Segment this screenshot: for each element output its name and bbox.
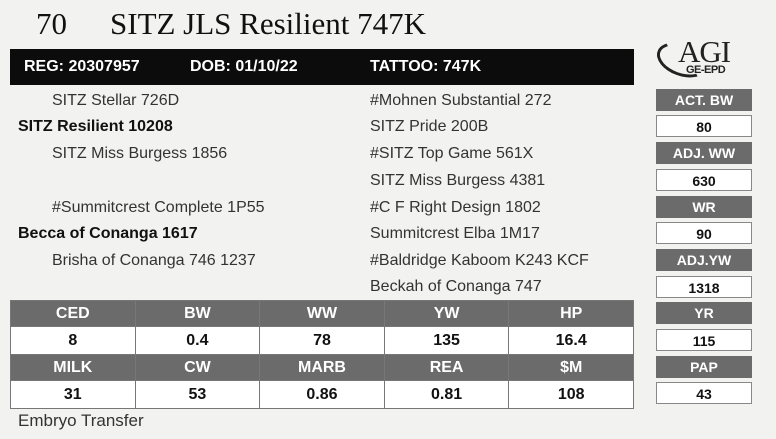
- epd-header-cell: MILK: [10, 354, 136, 381]
- side-label: ACT. BW: [656, 89, 752, 111]
- logo-subtext: GE-EPD: [686, 64, 726, 76]
- logo-text: AGI: [678, 34, 731, 69]
- epd-value-cell: 0.4: [134, 326, 261, 355]
- epd-header-cell: MARB: [259, 354, 385, 381]
- side-value: 43: [656, 382, 752, 404]
- pedigree-ancestor: #C F Right Design 1802: [370, 199, 541, 216]
- epd-value-cell: 135: [383, 326, 510, 355]
- side-value: 80: [656, 115, 752, 137]
- epd-value-cell: 31: [10, 380, 136, 409]
- pedigree-ancestor: Beckah of Conanga 747: [370, 278, 542, 295]
- pedigree-dam-dam: Brisha of Conanga 746 1237: [52, 252, 256, 269]
- animal-name: SITZ JLS Resilient 747K: [110, 6, 427, 41]
- epd-value-cell: 8: [10, 326, 136, 355]
- side-label: ADJ.YW: [656, 249, 752, 271]
- pedigree-ancestor: #SITZ Top Game 561X: [370, 145, 534, 162]
- agi-logo: AGI GE-EPD: [652, 34, 752, 84]
- epd-value-cell: 108: [508, 380, 634, 409]
- side-value: 90: [656, 222, 752, 244]
- epd-value-cell: 0.86: [259, 380, 385, 409]
- side-label: YR: [656, 302, 752, 324]
- pedigree-ancestor: #Baldridge Kaboom K243 KCF: [370, 252, 589, 269]
- pedigree-dam-sire: #Summitcrest Complete 1P55: [52, 199, 265, 216]
- epd-header-cell: CED: [10, 300, 136, 327]
- footer-note: Embryo Transfer: [18, 411, 144, 430]
- epd-header-row: CED BW WW YW HP: [10, 300, 634, 327]
- epd-table: CED BW WW YW HP 8 0.4 78 135 16.4 MILK C…: [10, 300, 634, 409]
- epd-value-cell: 78: [259, 326, 385, 355]
- epd-header-cell: BW: [134, 300, 261, 327]
- epd-value-cell: 16.4: [508, 326, 634, 355]
- pedigree-sire-sire: SITZ Stellar 726D: [52, 92, 180, 109]
- pedigree-ancestor: SITZ Miss Burgess 4381: [370, 172, 546, 189]
- pedigree-ancestor: SITZ Pride 200B: [370, 118, 489, 135]
- epd-header-cell: WW: [259, 300, 385, 327]
- side-label: PAP: [656, 356, 752, 378]
- dob: DOB: 01/10/22: [190, 58, 298, 75]
- pedigree-ancestor: Summitcrest Elba 1M17: [370, 225, 540, 242]
- epd-header-cell: REA: [383, 354, 510, 381]
- epd-header-cell: CW: [134, 354, 261, 381]
- side-label: ADJ. WW: [656, 142, 752, 164]
- side-value: 1318: [656, 276, 752, 298]
- registration-bar: REG: 20307957 DOB: 01/10/22 TATTOO: 747K: [10, 49, 634, 85]
- pedigree-dam: Becca of Conanga 1617: [18, 225, 198, 242]
- tattoo: TATTOO: 747K: [370, 58, 482, 75]
- side-label: WR: [656, 196, 752, 218]
- lot-number: 70: [36, 6, 67, 41]
- epd-header-cell: HP: [508, 300, 634, 327]
- side-value: 630: [656, 169, 752, 191]
- epd-value-row: 31 53 0.86 0.81 108: [10, 380, 634, 409]
- epd-value-cell: 53: [134, 380, 261, 409]
- epd-header-cell: $M: [508, 354, 634, 381]
- epd-header-row: MILK CW MARB REA $M: [10, 354, 634, 381]
- epd-header-cell: YW: [383, 300, 510, 327]
- pedigree-ancestor: #Mohnen Substantial 272: [370, 92, 552, 109]
- epd-value-row: 8 0.4 78 135 16.4: [10, 326, 634, 355]
- reg-number: REG: 20307957: [24, 58, 140, 75]
- epd-value-cell: 0.81: [383, 380, 510, 409]
- side-value: 115: [656, 329, 752, 351]
- pedigree-sire: SITZ Resilient 10208: [18, 118, 173, 135]
- pedigree-sire-dam: SITZ Miss Burgess 1856: [52, 145, 228, 162]
